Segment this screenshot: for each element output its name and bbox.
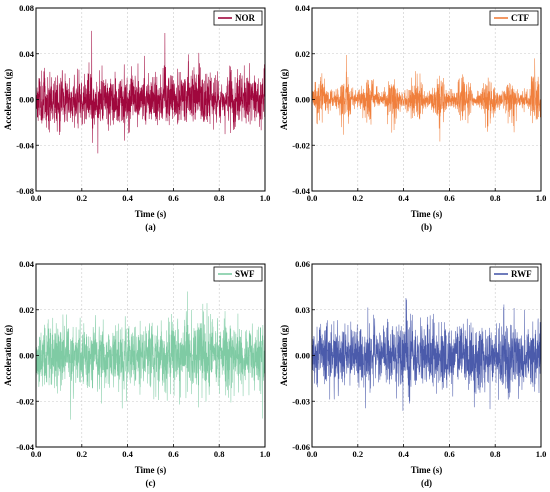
chart-panel-nor: 0.0 0.2 0.4 0.6 0.8 1.0 -0.08 -0.04 0.00 0.04 0.08… [3, 3, 270, 232]
y-axis-label: Acceleration (g) [279, 69, 289, 130]
chart-panel-swf: 0.0 0.2 0.4 0.6 0.8 1.0 -0.04 -0.02 0.00 0.02 0.04… [3, 259, 270, 488]
legend-box [213, 10, 263, 26]
legend: NOR [213, 10, 263, 26]
x-tick-label: 0.4 [398, 449, 409, 459]
panel-label: (b) [421, 222, 432, 232]
y-tick-label: -0.02 [16, 396, 34, 406]
x-axis-label: Time (s) [135, 465, 167, 475]
x-tick-label: 0.2 [352, 449, 363, 459]
y-axis-label: Acceleration (g) [3, 69, 13, 130]
x-tick-label: 0.8 [214, 193, 225, 203]
x-axis-label: Time (s) [135, 209, 167, 219]
legend: RWF [489, 266, 539, 282]
x-tick-label: 0.6 [168, 449, 179, 459]
y-axis-label: Acceleration (g) [3, 325, 13, 386]
legend-label: NOR [235, 13, 256, 23]
x-tick-label: 0.4 [122, 449, 133, 459]
signal-trace-swf [35, 291, 266, 420]
x-tick-label: 0.0 [307, 193, 318, 203]
x-tick-label: 1.0 [536, 193, 547, 203]
y-tick-label: -0.06 [292, 442, 310, 452]
y-axis-label: Acceleration (g) [279, 325, 289, 386]
x-tick-label: 0.4 [398, 193, 409, 203]
x-tick-label: 0.4 [122, 193, 133, 203]
x-tick-label: 0.2 [352, 193, 363, 203]
legend-label: RWF [511, 269, 532, 279]
x-tick-label: 0.8 [490, 193, 501, 203]
x-tick-label: 0.6 [444, 193, 455, 203]
x-tick-label: 0.2 [76, 449, 87, 459]
y-tick-label: -0.04 [16, 442, 34, 452]
x-tick-label: 1.0 [260, 193, 271, 203]
y-tick-label: -0.04 [292, 186, 310, 196]
chart-panel-rwf: 0.0 0.2 0.4 0.6 0.8 1.0 -0.06 -0.03 0.00 0.03 0.06… [279, 259, 546, 488]
y-tick-label: 0.02 [19, 305, 34, 315]
y-tick-label: 0.04 [295, 3, 311, 13]
y-tick-label: 0.06 [295, 259, 310, 269]
panel-label: (a) [145, 222, 156, 232]
x-axis-label: Time (s) [411, 209, 443, 219]
y-tick-label: -0.02 [292, 140, 310, 150]
x-tick-label: 0.2 [76, 193, 87, 203]
chart-panel-ctf: 0.0 0.2 0.4 0.6 0.8 1.0 -0.04 -0.02 0.00 0.02 0.04… [279, 3, 546, 232]
legend-box [489, 266, 539, 282]
x-tick-label: 0.0 [307, 449, 318, 459]
y-tick-label: -0.03 [292, 396, 310, 406]
signal-trace-rwf [311, 298, 542, 411]
x-tick-label: 0.6 [444, 449, 455, 459]
legend-box [489, 10, 539, 26]
y-tick-label: 0.00 [19, 351, 34, 361]
y-tick-label: 0.03 [295, 305, 310, 315]
x-tick-label: 1.0 [536, 449, 547, 459]
x-tick-label: 0.8 [214, 449, 225, 459]
panel-label: (d) [421, 478, 432, 488]
y-tick-label: 0.00 [295, 95, 310, 105]
legend-label: CTF [511, 13, 530, 23]
x-tick-label: 0.6 [168, 193, 179, 203]
y-tick-label: -0.08 [16, 186, 34, 196]
y-tick-label: 0.08 [19, 3, 34, 13]
y-tick-label: 0.04 [19, 259, 35, 269]
y-tick-label: 0.02 [295, 49, 310, 59]
x-axis-label: Time (s) [411, 465, 443, 475]
x-tick-label: 0.8 [490, 449, 501, 459]
signal-trace-nor [35, 30, 266, 154]
y-tick-label: 0.00 [295, 351, 310, 361]
x-tick-label: 0.0 [31, 193, 42, 203]
signal-trace-ctf [311, 55, 542, 142]
legend-box [213, 266, 263, 282]
panel-label: (c) [146, 478, 156, 488]
y-tick-label: -0.04 [16, 140, 34, 150]
legend: CTF [489, 10, 539, 26]
legend-label: SWF [235, 269, 255, 279]
y-tick-label: 0.00 [19, 95, 34, 105]
legend: SWF [213, 266, 263, 282]
y-tick-label: 0.04 [19, 49, 35, 59]
x-tick-label: 1.0 [260, 449, 271, 459]
x-tick-label: 0.0 [31, 449, 42, 459]
